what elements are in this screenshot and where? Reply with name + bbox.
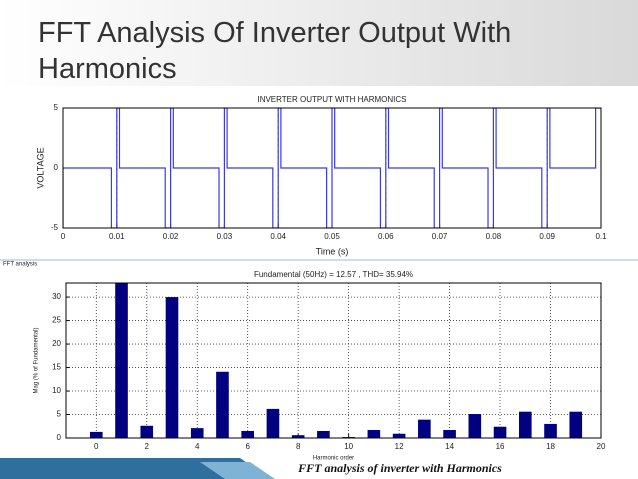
- bar: [190, 428, 204, 438]
- bar: [493, 426, 507, 438]
- bar: [518, 411, 532, 438]
- y-tick-label: 0: [57, 433, 62, 442]
- x-tick-label: 6: [245, 442, 250, 451]
- plot-frame: [65, 282, 602, 439]
- x-axis-label: Time (s): [316, 246, 349, 256]
- y-tick-label: 20: [52, 339, 61, 348]
- x-tick-label: 0.03: [217, 232, 233, 241]
- header-band: [0, 0, 638, 86]
- y-tick-label: 15: [52, 363, 61, 372]
- x-tick-label: 0.06: [378, 232, 394, 241]
- bar: [291, 435, 305, 438]
- y-tick-label: 5: [54, 103, 59, 112]
- bar: [266, 408, 280, 438]
- bar: [443, 430, 456, 438]
- x-tick-label: 18: [546, 442, 555, 451]
- x-tick-label: 0: [61, 232, 66, 241]
- x-tick-label: 20: [597, 442, 606, 451]
- x-tick-label: 0.05: [324, 232, 340, 241]
- panel-label: FFT analysis: [3, 262, 37, 268]
- bar: [569, 411, 583, 438]
- bar: [140, 425, 154, 438]
- x-tick-label: 0.08: [486, 232, 502, 241]
- x-axis-label: Harmonic order: [313, 456, 354, 462]
- chart-title: INVERTER OUTPUT WITH HARMONICS: [257, 95, 406, 104]
- caption: FFT analysis of inverter with Harmonics: [297, 461, 502, 475]
- bar: [165, 297, 179, 438]
- plot-marks: [89, 283, 583, 438]
- x-tick-label: 16: [496, 442, 505, 451]
- bar: [89, 431, 103, 438]
- bar: [241, 430, 255, 438]
- bar: [367, 430, 381, 438]
- plot-frame: [62, 107, 602, 229]
- plot-area: [66, 283, 601, 438]
- bar: [317, 430, 330, 438]
- x-tick-label: 0.01: [109, 232, 125, 241]
- bar: [392, 433, 406, 438]
- y-tick-label: -5: [51, 223, 59, 232]
- x-tick-label: 0.02: [163, 232, 179, 241]
- y-tick-label: 30: [52, 292, 61, 301]
- bar: [418, 419, 431, 438]
- bar: [544, 423, 557, 438]
- slide-title: Harmonics: [38, 53, 177, 85]
- y-tick-label: 5: [57, 410, 62, 419]
- x-tick-label: 14: [445, 442, 454, 451]
- x-tick-label: 4: [195, 442, 200, 451]
- bar: [115, 283, 128, 438]
- x-tick-label: 0.04: [270, 232, 286, 241]
- voltage-line: [63, 108, 601, 228]
- plot-marks: [63, 108, 601, 228]
- y-tick-label: 10: [52, 386, 61, 395]
- slide-title: FFT Analysis Of Inverter Output With: [38, 17, 511, 49]
- x-tick-label: 12: [395, 442, 404, 451]
- x-tick-label: 0.09: [539, 232, 555, 241]
- x-tick-label: 2: [145, 442, 150, 451]
- x-tick-label: 0: [94, 442, 99, 451]
- x-tick-label: 10: [344, 442, 353, 451]
- bar: [216, 371, 229, 438]
- y-axis-label: VOLTAGE: [35, 147, 45, 188]
- footer-stripe: [200, 462, 275, 479]
- chart-title: Fundamental (50Hz) = 12.57 , THD= 35.94%: [254, 270, 413, 279]
- x-tick-label: 0.07: [432, 232, 448, 241]
- y-tick-label: 25: [52, 316, 61, 325]
- x-tick-label: 0.1: [595, 232, 607, 241]
- bar: [468, 414, 482, 438]
- y-axis-label: Mag (% of Fundamental): [34, 327, 40, 393]
- x-tick-label: 8: [296, 442, 301, 451]
- y-tick-label: 0: [54, 163, 59, 172]
